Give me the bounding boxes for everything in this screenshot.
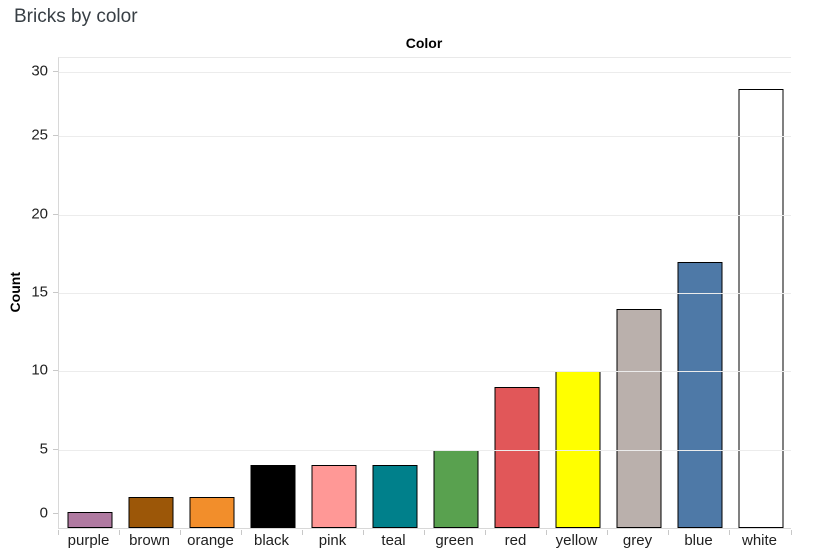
x-label-white: white [741, 532, 778, 549]
x-label-purple: purple [67, 532, 110, 549]
x-label-pink: pink [318, 532, 347, 549]
x-tick-mark-7 [485, 530, 486, 535]
x-tick-mark-11 [729, 530, 730, 535]
category-slot-red [485, 58, 547, 535]
x-label-orange: orange [187, 532, 234, 549]
y-tick-label-5: 5 [39, 440, 48, 458]
category-slot-blue [668, 58, 730, 535]
category-slot-pink [302, 58, 364, 535]
category-slot-black [241, 58, 303, 535]
x-tick-mark-9 [607, 530, 608, 535]
y-tick-label-20: 20 [31, 205, 48, 223]
x-axis: purple brown orange black pink teal green red ye… [58, 532, 790, 549]
y-tick-label-15: 15 [31, 283, 48, 301]
y-tick-mark-5 [53, 448, 58, 450]
bar-teal[interactable] [372, 465, 417, 528]
bar-green[interactable] [433, 449, 478, 528]
plot-area [58, 57, 792, 535]
y-tick-label-10: 10 [31, 361, 48, 379]
x-tick-mark-1 [119, 530, 120, 535]
gridline-25 [59, 136, 791, 138]
y-tick-mark-20 [53, 213, 58, 215]
bar-purple[interactable] [67, 512, 112, 528]
x-tick-mark-2 [180, 530, 181, 535]
x-label-green: green [435, 532, 474, 549]
x-tick-mark-6 [424, 530, 425, 535]
bar-grey[interactable] [616, 308, 661, 528]
category-slot-purple [58, 58, 120, 535]
y-tick-mark-30 [53, 71, 58, 72]
y-tick-label-25: 25 [31, 126, 48, 144]
y-tick-mark-0 [53, 513, 58, 514]
bar-blue[interactable] [677, 261, 722, 528]
bar-black[interactable] [250, 465, 295, 528]
gridline-10 [59, 371, 791, 373]
x-tick-mark-5 [363, 530, 364, 535]
chart-column-header: Color [405, 35, 443, 51]
y-tick-label-0: 0 [39, 504, 48, 522]
category-slot-grey [607, 58, 669, 535]
x-tick-mark-4 [302, 530, 303, 535]
bar-white[interactable] [738, 89, 783, 528]
x-tick-mark-3 [241, 530, 242, 535]
gridline-30 [59, 72, 791, 73]
page-title: Bricks by color [14, 6, 138, 27]
x-tick-mark-10 [668, 530, 669, 535]
x-tick-mark-0 [58, 530, 59, 535]
bar-red[interactable] [494, 387, 539, 528]
y-tick-mark-10 [53, 370, 58, 372]
x-label-black: black [253, 532, 290, 549]
bar-brown[interactable] [128, 496, 173, 528]
category-slot-orange [180, 58, 242, 535]
y-tick-mark-15 [53, 292, 58, 293]
category-slot-teal [363, 58, 425, 535]
x-label-grey: grey [622, 532, 653, 549]
y-axis: 0 5 10 15 20 25 30 [0, 57, 58, 527]
y-tick-label-30: 30 [31, 62, 48, 80]
bar-orange[interactable] [189, 496, 234, 528]
gridline-5 [59, 449, 791, 451]
x-label-brown: brown [129, 532, 170, 549]
category-slot-green [424, 58, 486, 535]
gridline-20 [59, 214, 791, 216]
category-slot-white [729, 58, 792, 535]
x-tick-mark-12 [791, 530, 792, 535]
x-label-red: red [504, 532, 527, 549]
category-slot-brown [119, 58, 181, 535]
y-tick-mark-25 [53, 135, 58, 137]
x-label-blue: blue [684, 532, 713, 549]
x-tick-mark-8 [546, 530, 547, 535]
x-label-yellow: yellow [555, 532, 598, 549]
gridline-15 [59, 293, 791, 294]
bar-pink[interactable] [311, 465, 356, 528]
x-label-teal: teal [381, 532, 406, 549]
